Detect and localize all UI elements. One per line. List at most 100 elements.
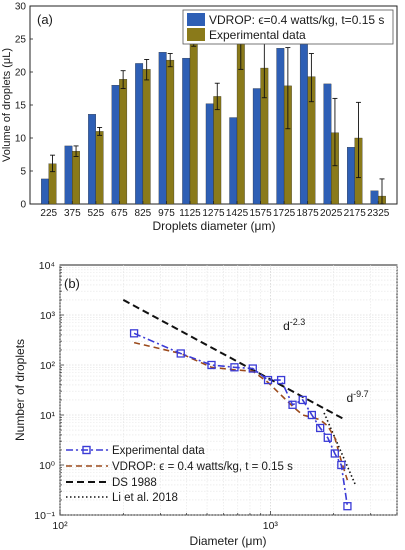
panel-b-y-tick-label: 10¹	[40, 410, 56, 422]
panel-b-label: (b)	[64, 276, 80, 291]
legend-label-ds1988: DS 1988	[112, 477, 157, 489]
panel-a-legend: VDROP: ϵ=0.4 watts/kg, t=0.15 s Experime…	[182, 9, 394, 45]
panel-a-error-bars	[50, 14, 385, 205]
panel-a-y-tick-label: 15	[15, 101, 27, 112]
bar-experimental	[95, 131, 104, 205]
panel-a-y-ticks: 0 5 10 15 20 25 30	[15, 2, 33, 211]
experimental-data-marker	[263, 375, 273, 385]
experimental-data-marker	[176, 349, 185, 358]
panel-a-x-tick-label: 525	[87, 208, 104, 219]
experimental-data-marker	[307, 410, 317, 420]
panel-b-series	[122, 299, 357, 511]
bar-vdrop	[347, 147, 355, 205]
panel-a-legend-box	[182, 9, 394, 45]
bar-vdrop	[299, 40, 308, 205]
panel-a-y-tick-label: 20	[15, 68, 27, 79]
panel-a-x-tick-label: 2325	[367, 208, 390, 219]
experimental-data-marker	[298, 395, 307, 405]
experimental-data-marker	[316, 423, 325, 433]
panel-b: 10⁻¹ 10⁰ 10¹ 10² 10³ 10⁴ 10² 10³ (b) Diameter …	[13, 260, 398, 548]
panel-b-x-tick-label: 10²	[52, 520, 68, 532]
experimental-data-marker	[337, 460, 346, 470]
panel-b-y-tick-label: 10²	[40, 360, 56, 372]
legend-label-b-vdrop: VDROP: ϵ = 0.4 watts/kg, t = 0.15 s	[112, 461, 293, 473]
panel-b-y-tick-label: 10⁻¹	[34, 510, 55, 522]
panel-a-bars	[41, 30, 386, 205]
experimental-data-marker	[276, 375, 286, 385]
bar-vdrop	[182, 57, 191, 205]
experimental-data-marker	[129, 329, 139, 338]
panel-a-x-tick-label: 1875	[297, 208, 320, 219]
panel-a-x-axis-label: Droplets diameter (μm)	[153, 219, 276, 233]
panel-b-y-tick-label: 10⁰	[39, 460, 56, 472]
experimental-data-marker	[323, 433, 332, 442]
panel-a-y-tick-label: 5	[20, 167, 26, 178]
legend-swatch-vdrop	[187, 13, 205, 26]
panel-a-y-tick-label: 10	[15, 134, 27, 145]
bar-vdrop	[205, 103, 214, 205]
bar-experimental	[189, 30, 198, 205]
panel-b-grid	[59, 265, 398, 516]
panel-a-x-tick-label: 2025	[320, 208, 343, 219]
panel-a-x-tick-label: 2175	[344, 208, 367, 219]
panel-a-x-tick-label: 675	[111, 208, 128, 219]
panel-a-x-tick-label: 225	[40, 208, 57, 219]
panel-a-x-tick-label: 975	[158, 208, 175, 219]
series-line-ds	[122, 299, 343, 420]
bar-vdrop	[276, 48, 285, 205]
experimental-data-marker	[248, 364, 257, 373]
bar-experimental	[72, 151, 80, 205]
panel-b-legend: Experimental data VDROP: ϵ = 0.4 watts/k…	[66, 445, 293, 504]
panel-b-y-tick-label: 10⁴	[39, 260, 55, 272]
bar-vdrop	[229, 117, 238, 205]
panel-a-x-tick-label: 1725	[273, 208, 296, 219]
bar-vdrop	[252, 88, 261, 205]
experimental-data-marker	[330, 449, 339, 458]
panel-a-label: (a)	[37, 12, 53, 27]
bar-vdrop	[135, 63, 144, 205]
legend-label-vdrop: VDROP: ϵ=0.4 watts/kg, t=0.15 s	[209, 13, 384, 27]
bar-vdrop	[158, 52, 167, 205]
series-line-li	[323, 412, 357, 487]
experimental-data-marker	[230, 363, 239, 372]
panel-a-x-tick-label: 1125	[179, 208, 201, 219]
panel-b-x-axis-label: Diameter (μm)	[190, 534, 267, 548]
bar-experimental	[142, 69, 151, 205]
panel-a-y-axis-label: Volume of droplets (μL)	[1, 48, 13, 162]
panel-b-x-tick-label: 10³	[263, 520, 279, 532]
experimental-data-marker	[288, 400, 297, 409]
bar-experimental	[119, 79, 128, 205]
bar-vdrop	[88, 114, 96, 205]
panel-a-x-tick-label: 375	[64, 208, 81, 219]
bar-vdrop	[111, 85, 120, 205]
panel-a-x-tick-label: 1425	[226, 208, 249, 219]
legend-marker-experimental	[82, 445, 91, 455]
bar-vdrop	[41, 178, 49, 205]
panel-a-x-ticks: 225 375 525 675 825 975 1125 1275 1425 1575 1725 18…	[40, 201, 390, 219]
panel-a-x-tick-label: 825	[135, 208, 152, 219]
panel-a-y-tick-label: 30	[15, 2, 27, 13]
series-line-experimental	[133, 332, 349, 507]
legend-swatch-experimental	[187, 28, 205, 41]
legend-label-b-experimental: Experimental data	[112, 445, 205, 457]
panel-b-y-ticks: 10⁻¹ 10⁰ 10¹ 10² 10³ 10⁴	[34, 260, 56, 522]
panel-b-y-axis-label: Number of droplets	[13, 339, 27, 441]
panel-b-y-tick-label: 10³	[40, 310, 56, 322]
bar-vdrop	[323, 83, 332, 205]
panel-a-x-tick-label: 1575	[249, 208, 272, 219]
panel-a-y-tick-label: 0	[20, 200, 26, 211]
panel-a-y-tick-label: 25	[15, 35, 27, 46]
bar-vdrop	[64, 145, 73, 205]
bar-experimental	[166, 59, 175, 205]
experimental-data-marker	[207, 360, 216, 370]
panel-b-x-ticks: 10² 10³	[52, 520, 278, 532]
legend-label-li2018: Li et al. 2018	[112, 492, 178, 504]
panel-a-x-tick-label: 1275	[202, 208, 225, 219]
experimental-data-marker	[343, 502, 352, 511]
bar-vdrop	[370, 190, 379, 205]
panel-b-axes-box	[59, 264, 398, 516]
legend-label-experimental: Experimental data	[209, 28, 306, 42]
bar-experimental	[213, 96, 222, 205]
